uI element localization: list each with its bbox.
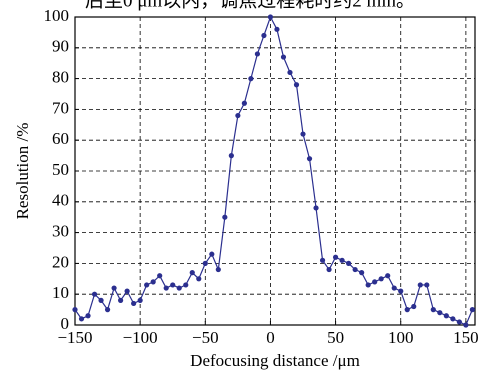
y-axis-label: Resolution /% [13, 123, 32, 220]
point [157, 273, 163, 279]
point [398, 288, 404, 294]
point [411, 303, 417, 310]
point [150, 279, 156, 285]
point [437, 310, 443, 316]
point [202, 260, 208, 266]
point [118, 297, 124, 303]
point [241, 100, 247, 106]
point [254, 51, 261, 57]
point [228, 153, 234, 159]
plot-frame [74, 16, 476, 326]
point [378, 276, 384, 282]
point [176, 285, 182, 291]
point [163, 285, 169, 291]
point [91, 291, 98, 297]
point [78, 316, 85, 322]
point [372, 279, 378, 285]
point [443, 313, 449, 319]
point [300, 131, 306, 137]
point [463, 322, 469, 328]
point [417, 282, 423, 288]
x-tick-label: 0 [266, 328, 275, 347]
point [365, 282, 371, 288]
point [391, 285, 397, 291]
y-tick-label: 70 [52, 98, 69, 117]
x-tick-label: −150 [57, 328, 92, 347]
point [352, 266, 358, 273]
point [209, 251, 215, 257]
point [261, 32, 267, 39]
point [456, 319, 462, 325]
point [326, 266, 332, 273]
point [280, 54, 287, 60]
point [235, 112, 241, 119]
point [189, 270, 195, 276]
point [196, 276, 202, 282]
x-axis-label: Defocusing distance /μm [190, 351, 360, 370]
point [144, 282, 150, 288]
point [359, 270, 365, 276]
cropped-caption: 后至0 μm以内，调焦过程耗时约2 min。 [85, 0, 415, 11]
point [85, 313, 91, 319]
y-tick-label: 0 [61, 314, 70, 333]
point [215, 266, 221, 273]
point [137, 297, 143, 303]
point [98, 297, 104, 303]
point [131, 300, 137, 307]
point [332, 254, 339, 260]
x-tick-label: −100 [123, 328, 158, 347]
y-tick-label: 40 [52, 191, 69, 210]
y-tick-label: 90 [52, 37, 69, 56]
point [319, 257, 326, 263]
point [293, 82, 300, 88]
point [469, 307, 475, 313]
x-tick-label: 50 [327, 328, 344, 347]
point [124, 288, 130, 294]
point [346, 260, 352, 266]
x-tick-label: 150 [453, 328, 479, 347]
point [287, 69, 293, 76]
y-tick-label: 100 [44, 6, 70, 25]
y-tick-label: 10 [52, 283, 69, 302]
line [74, 15, 473, 326]
point [248, 76, 254, 82]
point [306, 156, 313, 162]
y-tick-label: 30 [52, 222, 69, 241]
y-tick-label: 60 [52, 129, 69, 148]
point [267, 14, 274, 20]
point [104, 307, 111, 313]
point [424, 282, 430, 288]
y-tick-label: 50 [52, 160, 69, 179]
x-tick-label: −50 [192, 328, 219, 347]
point [450, 316, 456, 322]
point [404, 307, 410, 313]
point [385, 273, 391, 279]
y-tick-label: 20 [52, 252, 69, 271]
point [170, 282, 176, 288]
point [274, 26, 280, 32]
point [430, 307, 436, 313]
point [339, 257, 345, 263]
point [72, 307, 78, 313]
point [183, 282, 189, 288]
x-tick-label: 100 [388, 328, 414, 347]
y-tick-label: 80 [52, 68, 69, 87]
point [111, 285, 117, 291]
point [313, 205, 319, 211]
point [222, 214, 228, 220]
